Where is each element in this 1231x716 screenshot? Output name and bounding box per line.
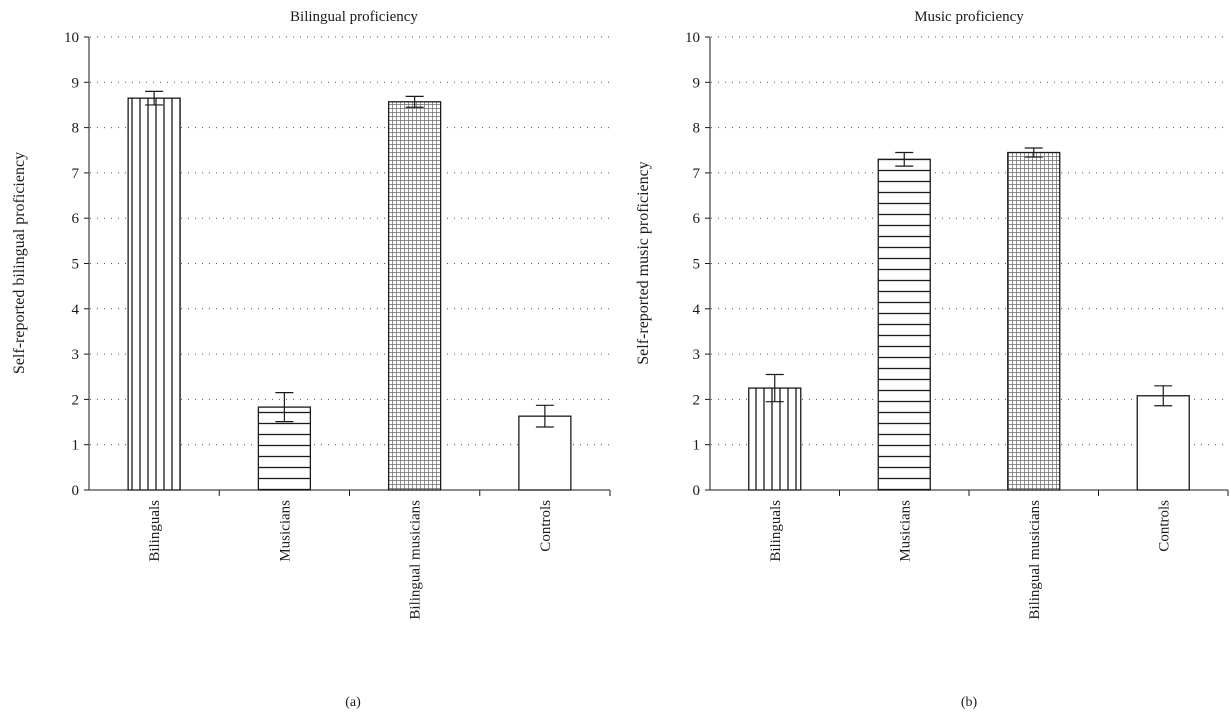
y-tick-label: 0	[72, 483, 80, 499]
x-tick-label: Controls	[1156, 500, 1172, 552]
y-tick-label: 8	[72, 121, 80, 137]
bars	[127, 90, 572, 491]
x-tick-label: Bilinguals	[768, 500, 784, 562]
y-tick-label: 2	[693, 392, 701, 408]
y-tick-label: 6	[72, 211, 80, 227]
y-ticks: 0 1 2 3 4 5 6 7 8 9 10	[64, 30, 89, 499]
y-tick-label: 9	[72, 75, 80, 91]
y-ticks: 0 1 2 3 4 5 6 7 8 9 10	[685, 30, 710, 499]
panel-label: (b)	[961, 695, 978, 710]
bar	[748, 387, 802, 491]
y-tick-label: 9	[693, 75, 701, 91]
y-axis-label: Self-reported bilingual proficiency	[11, 152, 28, 374]
y-tick-label: 5	[693, 257, 701, 273]
y-tick-label: 1	[693, 438, 701, 454]
error-bar	[1154, 385, 1173, 407]
y-tick-label: 3	[72, 347, 80, 363]
x-tick-label: Bilingual musicians	[408, 500, 424, 620]
error-bar	[275, 392, 294, 423]
gridlines	[90, 36, 610, 446]
y-tick-label: 7	[72, 166, 80, 182]
x-tick-label: Controls	[538, 500, 554, 552]
panel-label: (a)	[345, 695, 361, 710]
x-tick-label: Bilingual musicians	[1027, 500, 1043, 620]
bar	[1136, 395, 1190, 491]
y-tick-label: 4	[693, 302, 701, 318]
chart-title: Music proficiency	[914, 9, 1024, 25]
chart-panel-b: Music proficiency Self-reported music pr…	[635, 9, 1229, 710]
x-ticks: Bilinguals Musicians Bilingual musicians Co…	[147, 490, 611, 620]
y-tick-label: 10	[685, 30, 700, 46]
bar	[518, 415, 572, 491]
error-bar	[145, 90, 164, 106]
y-tick-label: 5	[72, 257, 80, 273]
y-tick-label: 6	[693, 211, 701, 227]
y-tick-label: 1	[72, 438, 80, 454]
error-bar	[535, 404, 554, 428]
bar	[1007, 151, 1061, 491]
x-ticks: Bilinguals Musicians Bilingual musicians Co…	[768, 490, 1229, 620]
y-tick-label: 10	[64, 30, 79, 46]
error-bar	[1024, 147, 1043, 158]
bars	[748, 147, 1190, 491]
error-bar	[405, 95, 424, 108]
error-bar	[765, 373, 784, 403]
error-bar	[895, 151, 914, 167]
y-tick-label: 4	[72, 302, 80, 318]
gridlines	[711, 36, 1228, 446]
bar	[387, 101, 442, 491]
y-tick-label: 8	[693, 121, 701, 137]
y-tick-label: 3	[693, 347, 701, 363]
x-tick-label: Musicians	[277, 500, 293, 562]
bar	[877, 158, 931, 491]
y-tick-label: 7	[693, 166, 701, 182]
y-tick-label: 2	[72, 392, 80, 408]
bar	[127, 97, 181, 491]
chart-panel-a: Bilingual proficiency Self-reported bili…	[11, 9, 611, 710]
x-tick-label: Bilinguals	[147, 500, 163, 562]
y-axis-label: Self-reported music proficiency	[635, 161, 652, 364]
x-tick-label: Musicians	[897, 500, 913, 562]
chart-title: Bilingual proficiency	[290, 9, 418, 25]
y-tick-label: 0	[693, 483, 701, 499]
